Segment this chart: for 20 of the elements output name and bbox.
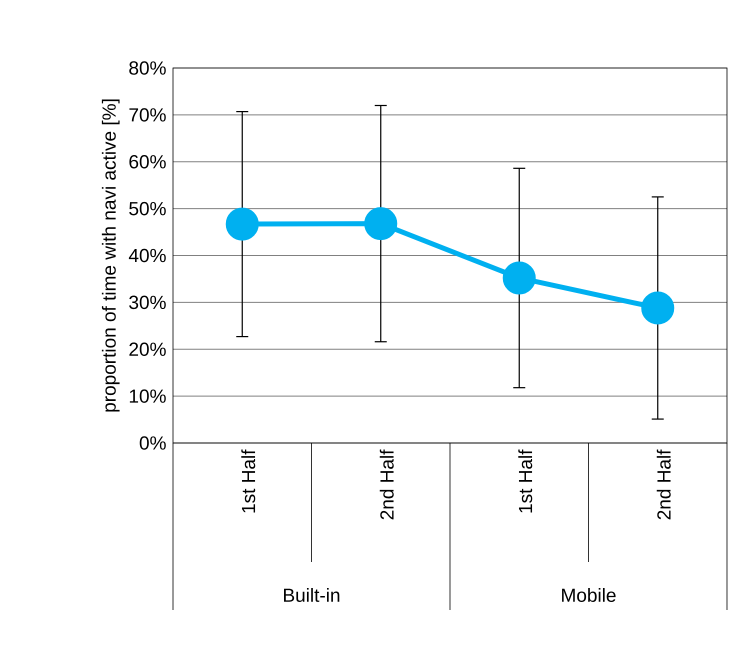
y-tick-label: 0% — [140, 436, 166, 450]
x-tick-label: 2nd Half — [656, 450, 671, 520]
point — [226, 208, 259, 241]
y-tick-label: 10% — [130, 389, 166, 403]
y-tick-label: 40% — [128, 248, 166, 262]
y-tick-label: 30% — [129, 296, 166, 310]
y-tick-label: 70% — [129, 108, 166, 122]
text: Mobile — [562, 588, 616, 602]
point — [502, 261, 536, 294]
point — [641, 291, 674, 324]
x-tick-label: 1st Half — [518, 450, 532, 512]
x-tick-label: 1st Half — [241, 450, 256, 512]
text: Built-in — [284, 588, 340, 602]
x-tick-label: 2nd Half — [380, 450, 394, 520]
y-tick-label: 20% — [129, 342, 166, 356]
point — [364, 207, 398, 240]
y-tick-label: 50% — [129, 202, 166, 216]
y-tick-label: 80% — [129, 61, 166, 75]
y-axis-title: proportion of time with navi active [%] — [102, 100, 120, 412]
y-tick-label: 60% — [129, 155, 166, 168]
